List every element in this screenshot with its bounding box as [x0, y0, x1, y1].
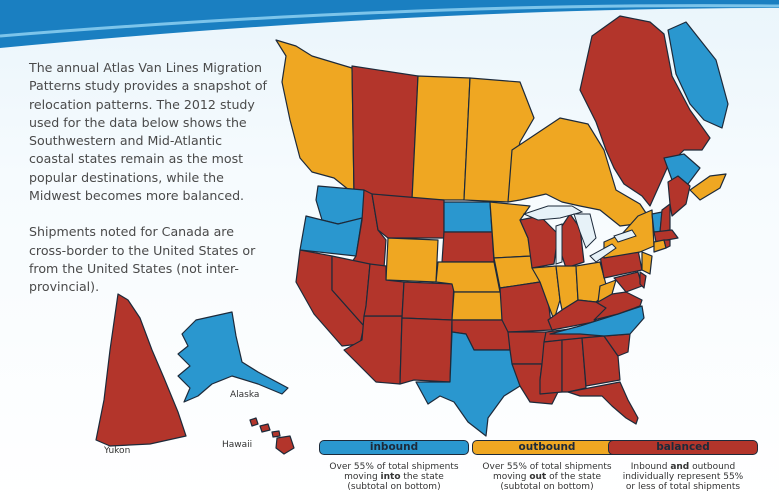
- region-maine: [667, 175, 691, 217]
- region-new-mexico: [399, 317, 453, 385]
- intro-paragraph-1: The annual Atlas Van Lines Migration Pat…: [29, 60, 267, 204]
- lake-michigan: [555, 223, 563, 265]
- region-saskatchewan: [411, 75, 471, 201]
- intro-text: The annual Atlas Van Lines Migration Pat…: [29, 59, 269, 315]
- lake-huron: [573, 213, 597, 249]
- region-british-columbia: [275, 39, 355, 195]
- region-alberta: [351, 65, 419, 201]
- header-swoosh: [0, 0, 779, 48]
- legend-balanced-description: Inbound and outbound individually repres…: [622, 462, 744, 492]
- label-yukon: Yukon: [104, 446, 131, 456]
- legend-balanced-label: balanced: [656, 441, 710, 453]
- legend-inbound: inbound Over 55% of total shipments movi…: [319, 440, 469, 492]
- legend-outbound-swatch: outbound: [472, 440, 622, 455]
- region-wyoming: [385, 237, 439, 283]
- region-washington: [315, 185, 365, 225]
- region-south-dakota: [441, 231, 495, 263]
- region-newfoundland: [667, 21, 729, 129]
- region-georgia: [581, 335, 621, 387]
- region-maryland: [613, 271, 643, 293]
- region-mississippi: [539, 339, 563, 395]
- lake-erie: [589, 243, 617, 263]
- region-massachusetts: [653, 229, 679, 243]
- region-arkansas: [507, 331, 547, 365]
- label-hawaii: Hawaii: [222, 440, 253, 450]
- intro-paragraph-2: Shipments noted for Canada are cross-bor…: [29, 224, 256, 295]
- label-alaska: Alaska: [230, 390, 260, 400]
- region-new-hampshire: [659, 203, 671, 233]
- lake-superior: [522, 205, 584, 221]
- region-rhode-island: [663, 239, 671, 249]
- region-florida: [567, 381, 639, 425]
- legend-inbound-swatch: inbound: [319, 440, 469, 455]
- legend-outbound: outbound Over 55% of total shipments mov…: [472, 440, 622, 492]
- lake-ontario: [613, 229, 637, 243]
- region-north-dakota: [443, 201, 493, 233]
- legend-inbound-description: Over 55% of total shipments moving into …: [329, 462, 459, 492]
- region-ontario: [507, 117, 653, 227]
- region-yukon: [95, 293, 187, 447]
- region-west-virginia: [597, 279, 617, 303]
- legend-balanced: balanced Inbound and outbound individual…: [608, 440, 758, 492]
- region-hawaii: [249, 417, 295, 455]
- region-oregon: [299, 215, 363, 257]
- region-texas: [415, 331, 521, 437]
- region-colorado: [401, 281, 455, 321]
- legend-inbound-label: inbound: [369, 441, 419, 453]
- region-nova-scotia: [689, 173, 727, 201]
- region-virginia: [593, 291, 643, 321]
- region-new-brunswick: [663, 153, 701, 185]
- legend-balanced-swatch: balanced: [608, 440, 758, 455]
- legend-outbound-label: outbound: [518, 441, 576, 453]
- region-delaware: [639, 271, 647, 289]
- legend-outbound-description: Over 55% of total shipments moving out o…: [482, 462, 612, 492]
- region-kansas: [451, 291, 503, 321]
- region-montana: [371, 193, 445, 239]
- region-new-jersey: [641, 251, 653, 275]
- region-alaska: [177, 311, 289, 403]
